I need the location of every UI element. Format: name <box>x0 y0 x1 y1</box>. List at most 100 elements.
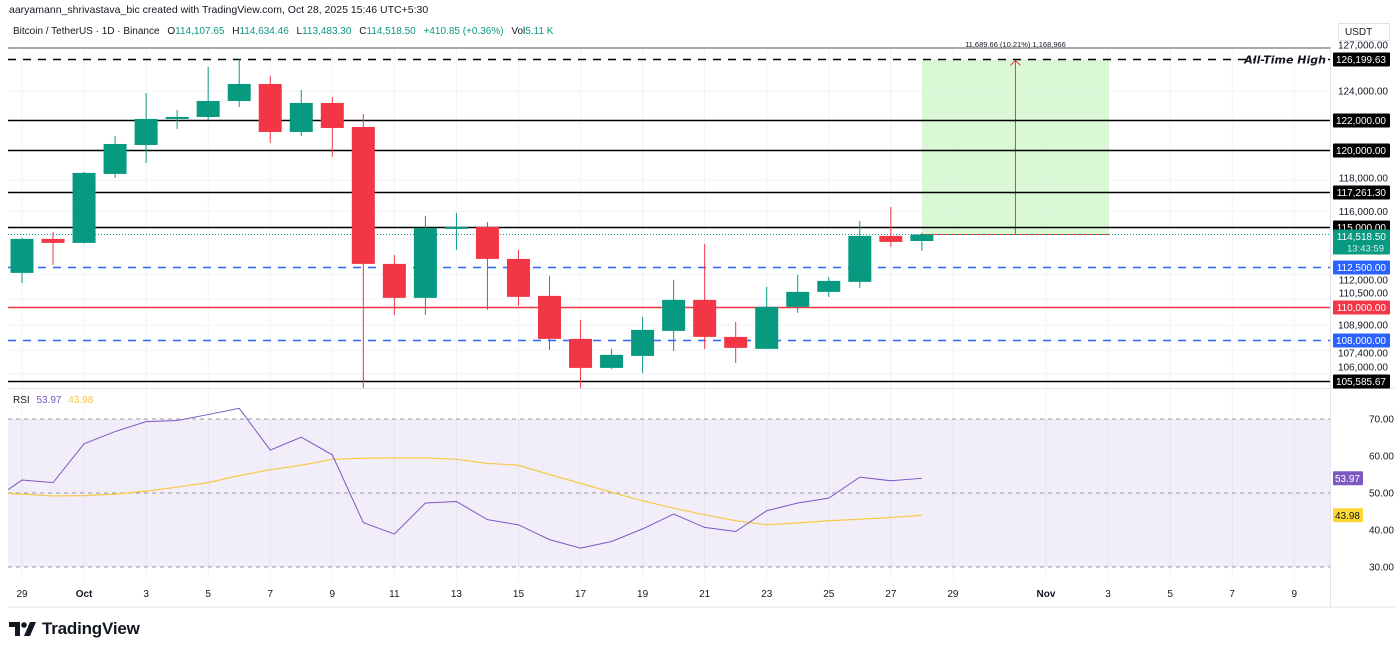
x-tick-label: 27 <box>885 589 897 600</box>
x-tick-label: 5 <box>205 589 211 600</box>
ohlc-open-label: O <box>167 26 176 37</box>
x-tick-label: 21 <box>699 589 711 600</box>
price-level-badge <box>1333 333 1390 348</box>
price-level-badge-label: 117,261.30 <box>1337 188 1387 199</box>
candle-down <box>538 295 562 339</box>
price-level-badge-label: 108,000.00 <box>1336 336 1386 347</box>
rsi-tick-label: 70.00 <box>1369 415 1394 426</box>
candle-up <box>786 291 810 307</box>
candle-down <box>258 84 282 132</box>
candle-down <box>724 336 748 348</box>
x-tick-label: 15 <box>513 589 525 600</box>
measure-tool[interactable] <box>921 59 1110 236</box>
price-level-badge-label: 120,000.00 <box>1336 146 1386 157</box>
candle-up <box>662 299 686 331</box>
x-tick-label: Oct <box>76 589 93 600</box>
price-tick-label: 112,000.00 <box>1339 276 1389 287</box>
x-tick-label: Nov <box>1037 589 1056 600</box>
price-tick-label: 116,000.00 <box>1339 207 1389 218</box>
level-text-bg <box>1254 52 1328 67</box>
tradingview-logo[interactable]: TradingView <box>9 619 140 639</box>
price-tick-label: 127,000.00 <box>1338 41 1388 52</box>
rsi-legend: RSI 53.97 43.98 <box>13 395 97 406</box>
candle-up <box>817 280 841 292</box>
candle-down <box>351 126 375 264</box>
attribution-text: aaryamann_shrivastava_bic created with T… <box>9 4 429 16</box>
last-price-badge <box>1333 229 1390 255</box>
rsi-value-badge <box>1333 471 1363 486</box>
x-tick-label: 23 <box>761 589 773 600</box>
price-level-badge-label: 112,500.00 <box>1337 263 1387 274</box>
ohlc-low-value: 113,483.30 <box>302 26 352 37</box>
rsi-tick-label: 60.00 <box>1369 452 1394 463</box>
x-tick-label: 17 <box>575 589 587 600</box>
rsi-tick-label: 50.00 <box>1369 489 1394 500</box>
price-level-badge <box>1333 260 1390 275</box>
measure-arrow-head-icon <box>1010 59 1021 66</box>
x-tick-label: 9 <box>1291 589 1297 600</box>
price-tick-label: 124,000.00 <box>1338 87 1388 98</box>
price-level-badge <box>1333 185 1390 200</box>
ohlc-high: H114,634.46 <box>232 26 289 37</box>
ohlc-close: C114,518.50 <box>359 26 416 37</box>
candle-down <box>41 238 65 243</box>
rsi-ma-value-badge <box>1333 508 1363 523</box>
ohlc-close-value: 114,518.50 <box>366 26 416 37</box>
symbol-legend: Bitcoin / TetherUS · 1D · Binance O114,1… <box>13 26 558 37</box>
candle-up <box>600 354 624 368</box>
price-level-badge <box>1333 143 1390 158</box>
candle-up <box>413 227 437 298</box>
candle-up <box>10 238 34 273</box>
ohlc-high-value: 114,634.46 <box>239 26 289 37</box>
candle-up <box>196 100 220 117</box>
x-tick-label: 5 <box>1167 589 1173 600</box>
price-level-badge <box>1333 113 1390 128</box>
ohlc-open: O114,107.65 <box>167 26 224 37</box>
rsi-band-background <box>8 419 1330 567</box>
rsi-pane <box>8 407 1330 568</box>
candle-down <box>569 338 593 368</box>
candle-up <box>134 118 158 145</box>
x-tick-label: 7 <box>267 589 273 600</box>
x-tick-label: 3 <box>143 589 149 600</box>
last-price-label: 114,518.50 <box>1337 232 1387 243</box>
rsi-ma-value-badge-label: 43.98 <box>1335 511 1360 522</box>
x-tick-label: 13 <box>451 589 463 600</box>
price-change: +410.85 (+0.36%) <box>423 26 504 37</box>
candle-up <box>289 102 313 132</box>
candle-up <box>910 234 934 242</box>
price-tick-label: 110,500.00 <box>1339 289 1389 300</box>
tradingview-logo-icon <box>9 622 36 636</box>
rsi-value-badge-label: 53.97 <box>1335 474 1360 485</box>
price-tick-label: 107,400.00 <box>1338 349 1388 360</box>
rsi-title: RSI <box>13 395 30 406</box>
ohlc-open-value: 114,107.65 <box>175 26 225 37</box>
logo-text: TradingView <box>42 619 140 638</box>
candle-down <box>320 102 344 128</box>
price-level-badge-label: 115,000.00 <box>1337 223 1387 234</box>
price-tick-label: 106,000.00 <box>1338 363 1388 374</box>
all-time-high-label: All-Time High <box>1243 54 1326 67</box>
price-levels[interactable] <box>8 58 1330 383</box>
candle-up <box>103 143 127 174</box>
candle-up <box>227 84 251 101</box>
x-tick-label: 29 <box>947 589 959 600</box>
ohlc-close-label: C <box>359 26 367 37</box>
rsi-value: 53.97 <box>36 395 62 406</box>
rsi-tick-label: 40.00 <box>1369 526 1394 537</box>
currency-selector[interactable]: USDT <box>1338 23 1390 41</box>
symbol-title[interactable]: Bitcoin / TetherUS · 1D · Binance <box>13 26 160 37</box>
price-level-badge <box>1333 52 1390 67</box>
candle-up <box>631 329 655 356</box>
candle-up <box>848 235 872 282</box>
volume-label: Vol <box>511 26 526 37</box>
candle-down <box>475 226 499 259</box>
candle-up <box>72 172 96 243</box>
x-tick-label: 9 <box>330 589 336 600</box>
candle-down <box>693 299 717 337</box>
ohlc-high-label: H <box>232 26 240 37</box>
price-level-badge-label: 126,199.63 <box>1336 55 1386 66</box>
price-tick-label: 118,000.00 <box>1339 174 1389 185</box>
price-level-badge <box>1333 374 1390 389</box>
